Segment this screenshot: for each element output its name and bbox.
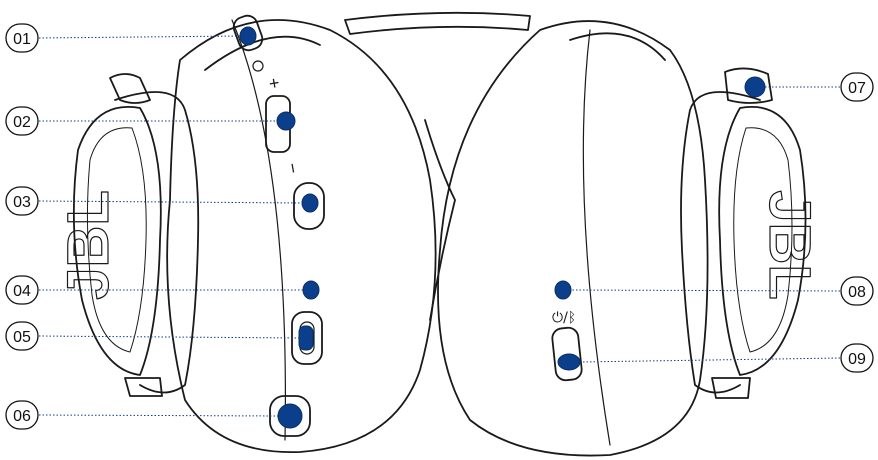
- right-controls: ⏻/ᛒ: [551, 310, 582, 381]
- left-earcup: [74, 20, 436, 452]
- left-yoke: [115, 92, 198, 393]
- volume-slider-marker-02: [277, 112, 295, 130]
- volume-plus-glyph: +: [267, 72, 281, 94]
- left-hinge-top: [110, 74, 150, 103]
- right-hinge-bottom: [712, 378, 750, 398]
- leader-line-09: [580, 358, 840, 362]
- volume-minus-glyph: −: [282, 161, 304, 175]
- callout-layer: 01 02 03 04 05 06 07 08 09: [6, 24, 873, 429]
- headband: [345, 13, 530, 34]
- power-slider-marker-09: [558, 354, 580, 370]
- status-led-marker-04: [303, 281, 319, 299]
- callout-label-08: 08: [848, 284, 866, 301]
- callout-label-02: 02: [13, 114, 31, 131]
- audio-jack-marker-06: [278, 404, 302, 428]
- boom-mic-socket-marker-07: [745, 77, 765, 97]
- callout-label-03: 03: [13, 194, 31, 211]
- headband-inner: [425, 120, 455, 320]
- left-cushion: [167, 20, 435, 452]
- right-jbl-logo: JBL: [757, 190, 822, 300]
- mic-mute-slider-marker-01: [240, 27, 256, 45]
- callout-label-05: 05: [13, 329, 31, 346]
- usb-c-port-marker-05: [299, 326, 313, 350]
- right-cushion: [438, 21, 708, 455]
- right-control-strip: [583, 30, 610, 445]
- callout-label-09: 09: [848, 351, 866, 368]
- button-marker-03: [302, 194, 318, 212]
- callout-label-04: 04: [13, 283, 31, 300]
- callout-label-01: 01: [13, 31, 31, 48]
- mic-mute-icon: [253, 61, 263, 71]
- callout-label-07: 07: [848, 80, 866, 97]
- status-led-marker-08: [555, 281, 571, 299]
- leader-line-06: [39, 415, 278, 416]
- leader-line-05: [39, 336, 299, 338]
- leader-line-01: [39, 36, 240, 38]
- callout-label-06: 06: [13, 408, 31, 425]
- power-bluetooth-glyph: ⏻/ᛒ: [552, 310, 576, 326]
- left-jbl-logo: JBL: [56, 190, 121, 300]
